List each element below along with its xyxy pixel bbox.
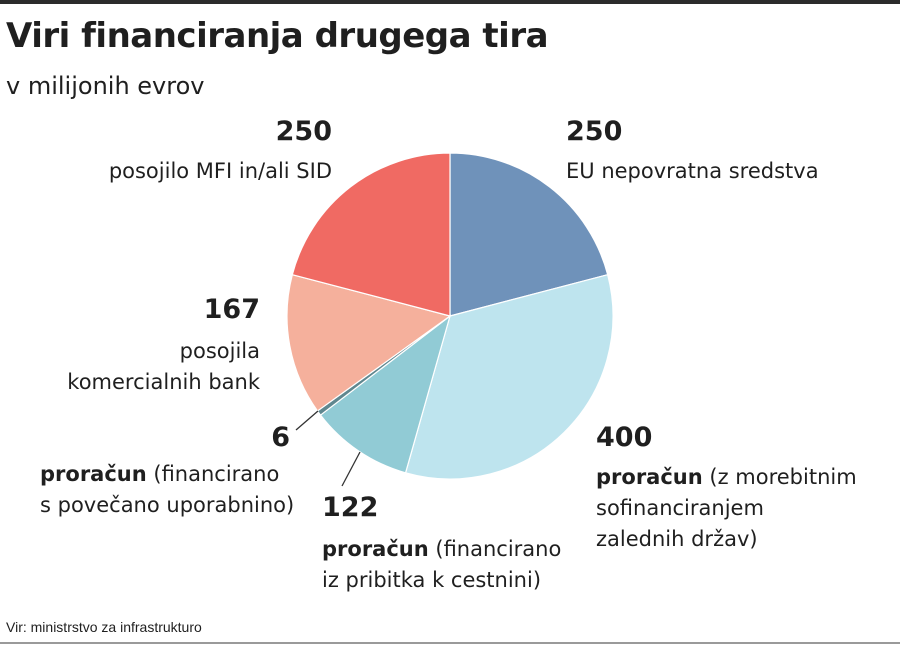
pie-slice-6 (291, 152, 451, 317)
bottom-rule (0, 642, 900, 644)
leader-line-4 (295, 410, 319, 431)
slice-value-label-4: 6 (271, 422, 290, 453)
slice-category-label-1-line-1: EU nepovratna sredstva (566, 159, 819, 183)
pie-slice-5 (286, 273, 452, 412)
slice-category-label-5-line-2: komercialnih bank (67, 370, 261, 394)
slice-category-label-4-line-2: s povečano uporabnino) (40, 493, 294, 517)
chart-subtitle: v milijonih evrov (6, 72, 205, 100)
pie-slice-3 (319, 314, 452, 474)
slice-value-label-2: 400 (596, 422, 652, 453)
top-rule (0, 0, 900, 4)
slice-category-label-6-line-1: posojilo MFI in/ali SID (109, 159, 332, 183)
pie-slice-2 (404, 273, 614, 480)
slice-category-label-5-line-1: posojila (180, 339, 260, 363)
slice-category-label-3-line-2: iz pribitka k cestnini) (322, 568, 541, 592)
slice-value-label-5: 167 (204, 294, 260, 325)
slice-value-label-1: 250 (566, 116, 622, 147)
slice-category-label-2-line-1: proračun (z morebitnim (596, 465, 857, 489)
slice-category-label-4-line-1: proračun (financirano (40, 462, 279, 486)
slice-value-label-6: 250 (276, 116, 332, 147)
slice-value-label-3: 122 (322, 492, 378, 523)
pie-slice-1 (449, 152, 609, 317)
chart-title: Viri financiranja drugega tira (6, 16, 549, 56)
slice-category-label-2-line-2: sofinanciranjem (596, 496, 764, 520)
slice-category-label-2-line-3: zalednih držav) (596, 527, 758, 551)
source-note: Vir: ministrstvo za infrastrukturo (6, 619, 202, 635)
slice-category-label-3-line-1: proračun (financirano (322, 537, 561, 561)
leader-line-3 (341, 451, 361, 487)
